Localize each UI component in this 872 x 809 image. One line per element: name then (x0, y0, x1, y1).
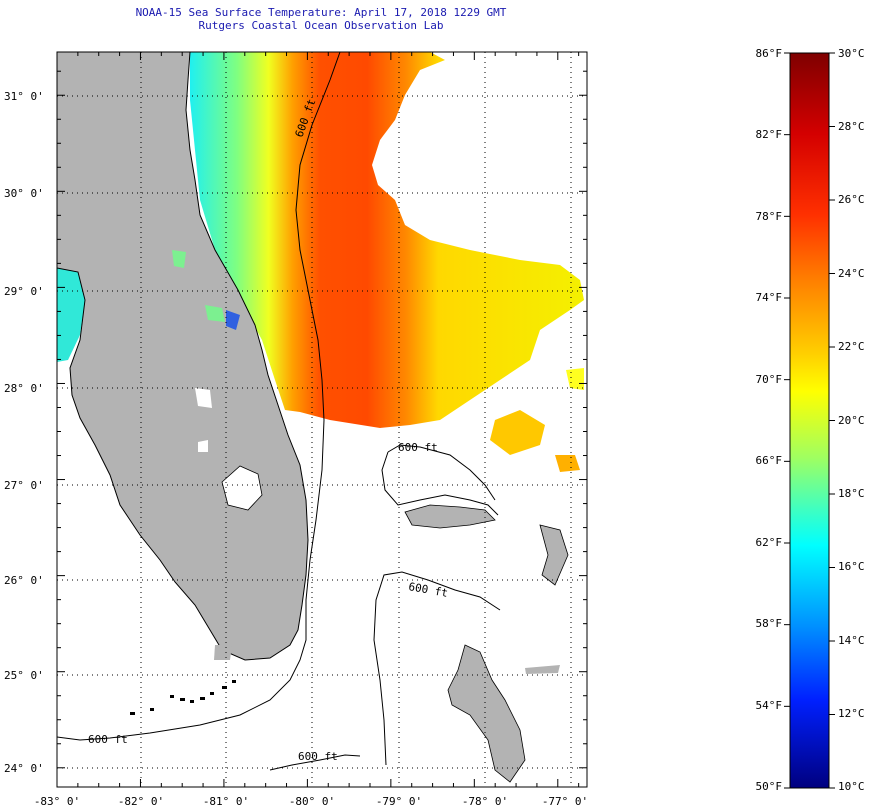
lake (198, 440, 208, 452)
colorbar-c-label: 22°C (838, 340, 865, 353)
colorbar-c-label: 18°C (838, 487, 865, 500)
land-islet (214, 645, 232, 660)
colorbar-c-label: 12°C (838, 707, 865, 720)
contour-label: 600 ft (298, 750, 338, 763)
colorbar-f-label: 74°F (756, 291, 783, 304)
sst-patch (555, 455, 580, 472)
sst-swath (190, 52, 584, 428)
colorbar-c-label: 24°C (838, 267, 865, 280)
lake (172, 250, 186, 268)
lon-tick-label: -79° 0' (376, 795, 422, 808)
colorbar-fahrenheit-labels: 86°F 82°F 78°F 74°F 70°F 66°F 62°F 58°F … (756, 47, 783, 793)
colorbar-f-label: 66°F (756, 454, 783, 467)
colorbar (789, 52, 830, 789)
land-andros (447, 644, 526, 783)
land-grand-bahama (404, 504, 496, 529)
colorbar-f-label: 62°F (756, 536, 783, 549)
lon-tick-label: -80° 0' (289, 795, 335, 808)
lon-tick-label: -78° 0' (462, 795, 508, 808)
latitude-labels: 31° 0' 30° 0' 29° 0' 28° 0' 27° 0' 26° 0… (4, 90, 44, 775)
map-frame (56, 51, 588, 788)
lat-tick-label: 30° 0' (4, 187, 44, 200)
colorbar-celsius-labels: 30°C 28°C 26°C 24°C 22°C 20°C 18°C 16°C … (838, 47, 865, 793)
colorbar-f-label: 58°F (756, 617, 783, 630)
colorbar-f-label: 54°F (756, 699, 783, 712)
sst-patch (566, 368, 584, 390)
colorbar-f-label: 82°F (756, 128, 783, 141)
lat-tick-label: 31° 0' (4, 90, 44, 103)
land-abaco (539, 524, 569, 586)
lake (195, 388, 212, 408)
colorbar-f-label: 50°F (756, 780, 783, 793)
colorbar-c-label: 16°C (838, 560, 865, 573)
colorbar-c-label: 20°C (838, 414, 865, 427)
lake (205, 305, 225, 322)
land-islet (525, 665, 560, 674)
sst-patch (490, 410, 545, 455)
longitude-labels: -83° 0' -82° 0' -81° 0' -80° 0' -79° 0' … (34, 795, 588, 808)
colorbar-f-label: 78°F (756, 210, 783, 223)
lon-tick-label: -77° 0' (542, 795, 588, 808)
lat-tick-label: 24° 0' (4, 762, 44, 775)
colorbar-f-label: 70°F (756, 373, 783, 386)
lat-tick-label: 25° 0' (4, 669, 44, 682)
lon-tick-label: -82° 0' (118, 795, 164, 808)
colorbar-c-label: 30°C (838, 47, 865, 60)
lon-tick-label: -83° 0' (34, 795, 80, 808)
colorbar-c-label: 28°C (838, 120, 865, 133)
colorbar-c-label: 26°C (838, 193, 865, 206)
axis-ticks (56, 52, 835, 789)
lake (226, 310, 240, 330)
colorbar-c-label: 10°C (838, 780, 865, 793)
colorbar-c-label: 14°C (838, 634, 865, 647)
lon-tick-label: -81° 0' (203, 795, 249, 808)
title-line-2: Rutgers Coastal Ocean Observation Lab (198, 19, 444, 32)
lat-tick-label: 28° 0' (4, 382, 44, 395)
title-line-1: NOAA-15 Sea Surface Temperature: April 1… (135, 6, 507, 19)
contour-label: 600 ft (88, 733, 128, 746)
colorbar-f-label: 86°F (756, 47, 783, 60)
lat-tick-label: 27° 0' (4, 479, 44, 492)
bathymetry-contours (57, 52, 501, 771)
florida-keys (130, 680, 236, 715)
lat-tick-label: 26° 0' (4, 574, 44, 587)
contour-label: 600 ft (398, 441, 438, 454)
lake-okeechobee (221, 465, 263, 511)
lat-tick-label: 29° 0' (4, 285, 44, 298)
graticule (57, 52, 587, 787)
